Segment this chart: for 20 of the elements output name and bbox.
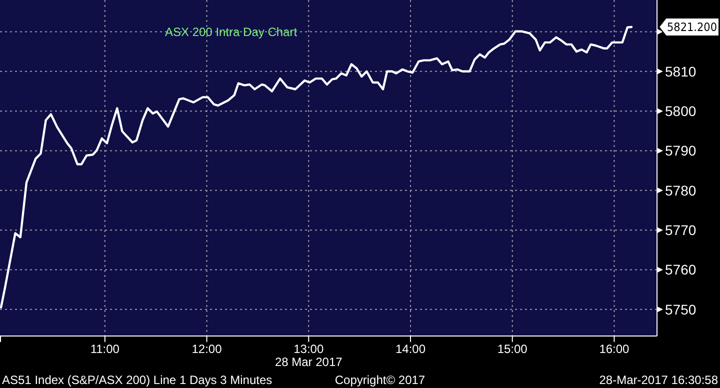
y-tick-label: 5790 [665, 142, 696, 159]
y-tick-label: 5780 [665, 182, 696, 198]
y-tick-label: 5760 [665, 262, 696, 278]
x-tick-label: 11:00 [90, 342, 120, 356]
line-series [0, 26, 633, 309]
text: AS51 Index (S&P/ASX 200) Line 1 Days 3 Minutes [2, 373, 272, 387]
text: 5821.200 [667, 20, 717, 34]
y-tick-label: 5750 [665, 301, 696, 318]
y-tick-label: 5770 [665, 222, 696, 238]
x-tick-label: 16:00 [599, 342, 630, 356]
x-tick-label: 12:00 [192, 342, 222, 356]
text: ASX 200 Intra Day Chart [165, 25, 298, 39]
x-tick-label: 14:00 [395, 342, 426, 356]
x-tick-label: 13:00 [294, 342, 324, 356]
x-axis-title: 28 Mar 2017 [274, 355, 343, 369]
y-tick-label: 5800 [665, 102, 696, 119]
y-tick-label: 5810 [665, 63, 696, 80]
text: 28-Mar-2017 16:30:58 [599, 373, 718, 387]
x-tick-label: 15:00 [497, 342, 528, 356]
text: Copyright© 2017 [334, 373, 426, 387]
